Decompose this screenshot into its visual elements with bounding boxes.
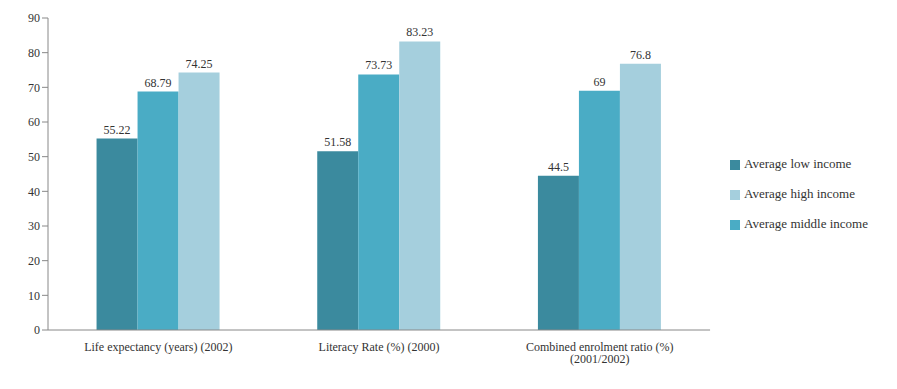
svg-text:55.22: 55.22	[104, 123, 131, 137]
svg-text:Literacy Rate (%) (2000): Literacy Rate (%) (2000)	[319, 340, 440, 354]
svg-text:10: 10	[28, 289, 40, 303]
html-text:Average middle income: Average middle income	[744, 216, 868, 231]
svg-text:83.23: 83.23	[406, 25, 433, 39]
svg-text:50: 50	[28, 150, 40, 164]
svg-text:30: 30	[28, 219, 40, 233]
svg-text:44.5: 44.5	[548, 160, 569, 174]
svg-text:70: 70	[28, 81, 40, 95]
svg-text:51.58: 51.58	[324, 135, 351, 149]
svg-text:0: 0	[34, 323, 40, 337]
svg-text:Combined enrolment ratio (%)(2: Combined enrolment ratio (%)(2001/2002)	[526, 340, 674, 366]
svg-text:80: 80	[28, 46, 40, 60]
svg-text:73.73: 73.73	[365, 58, 392, 72]
svg-text:40: 40	[28, 185, 40, 199]
svg-text:68.79: 68.79	[145, 76, 172, 90]
svg-text:76.8: 76.8	[630, 48, 651, 62]
svg-text:74.25: 74.25	[186, 57, 213, 71]
svg-text:Life expectancy (years) (2002): Life expectancy (years) (2002)	[84, 340, 232, 354]
svg-text:90: 90	[28, 11, 40, 25]
html-text:Average high income: Average high income	[744, 186, 855, 201]
html-text:Average low income: Average low income	[744, 156, 852, 171]
svg-text:60: 60	[28, 115, 40, 129]
svg-text:69: 69	[593, 75, 605, 89]
svg-text:20: 20	[28, 254, 40, 268]
